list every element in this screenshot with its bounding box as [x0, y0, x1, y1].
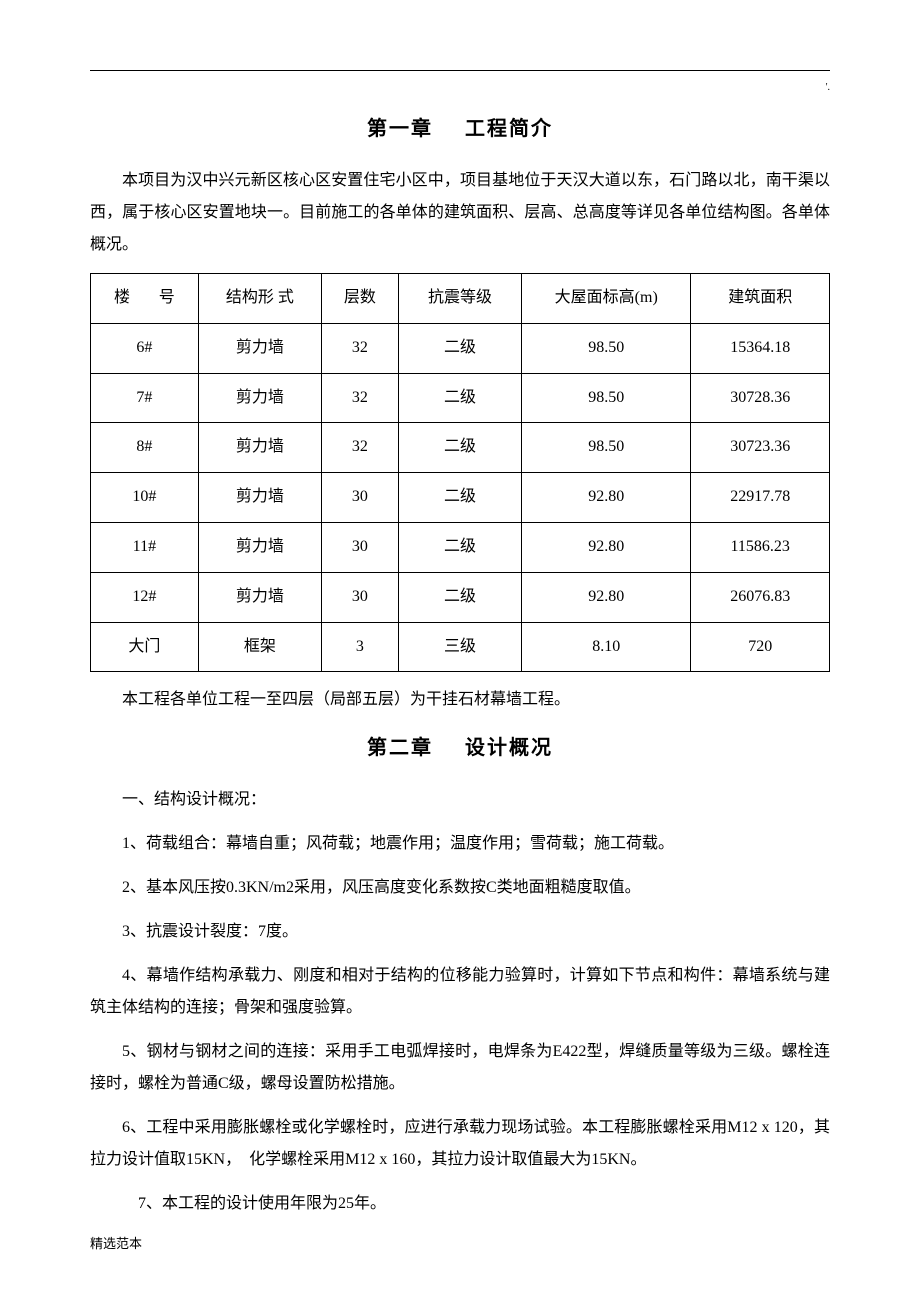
table-cell: 二级 [398, 423, 521, 473]
table-cell: 8# [91, 423, 199, 473]
table-cell: 11# [91, 522, 199, 572]
table-cell: 30 [321, 572, 398, 622]
th-structure-type: 结构形 式 [198, 274, 321, 324]
chapter-2-title: 第二章 设计概况 [90, 730, 830, 766]
table-cell: 98.50 [522, 373, 691, 423]
ch2-p7: 6、工程中采用膨胀螺栓或化学螺栓时，应进行承载力现场试验。本工程膨胀螺栓采用M1… [90, 1112, 830, 1176]
table-cell: 10# [91, 473, 199, 523]
header-mark: '. [90, 79, 830, 97]
chapter-1-title-right: 工程简介 [465, 118, 553, 140]
page-footer: 精选范本 [90, 1232, 830, 1255]
table-cell: 720 [691, 622, 830, 672]
table-cell: 15364.18 [691, 323, 830, 373]
chapter-1-title: 第一章 工程简介 [90, 111, 830, 147]
table-cell: 32 [321, 323, 398, 373]
table-cell: 92.80 [522, 572, 691, 622]
table-cell: 26076.83 [691, 572, 830, 622]
th-seismic-grade: 抗震等级 [398, 274, 521, 324]
table-row: 8#剪力墙32二级98.5030723.36 [91, 423, 830, 473]
table-cell: 30723.36 [691, 423, 830, 473]
th-floors: 层数 [321, 274, 398, 324]
ch2-p2: 1、荷载组合：幕墙自重；风荷载；地震作用；温度作用；雪荷载；施工荷载。 [90, 828, 830, 860]
table-cell: 二级 [398, 522, 521, 572]
table-cell: 98.50 [522, 323, 691, 373]
building-overview-table: 楼号 结构形 式 层数 抗震等级 大屋面标高(m) 建筑面积 6#剪力墙32二级… [90, 273, 830, 672]
ch2-p1: 一、结构设计概况： [90, 784, 830, 816]
table-cell: 6# [91, 323, 199, 373]
table-cell: 二级 [398, 572, 521, 622]
table-cell: 三级 [398, 622, 521, 672]
table-cell: 剪力墙 [198, 522, 321, 572]
table-cell: 7# [91, 373, 199, 423]
table-cell: 30 [321, 522, 398, 572]
table-cell: 11586.23 [691, 522, 830, 572]
table-cell: 30728.36 [691, 373, 830, 423]
table-cell: 剪力墙 [198, 323, 321, 373]
chapter-1-after-table: 本工程各单位工程一至四层（局部五层）为干挂石材幕墙工程。 [90, 684, 830, 716]
table-cell: 30 [321, 473, 398, 523]
ch2-p4: 3、抗震设计裂度：7度。 [90, 916, 830, 948]
table-cell: 剪力墙 [198, 572, 321, 622]
table-cell: 92.80 [522, 473, 691, 523]
table-cell: 二级 [398, 323, 521, 373]
chapter-2-title-left: 第二章 [367, 737, 433, 759]
th-building-number: 楼号 [91, 274, 199, 324]
chapter-1-intro: 本项目为汉中兴元新区核心区安置住宅小区中，项目基地位于天汉大道以东，石门路以北，… [90, 165, 830, 261]
table-header-row: 楼号 结构形 式 层数 抗震等级 大屋面标高(m) 建筑面积 [91, 274, 830, 324]
table-cell: 12# [91, 572, 199, 622]
ch2-p5: 4、幕墙作结构承载力、刚度和相对于结构的位移能力验算时，计算如下节点和构件：幕墙… [90, 960, 830, 1024]
chapter-2-title-right: 设计概况 [465, 737, 553, 759]
table-cell: 32 [321, 423, 398, 473]
table-cell: 剪力墙 [198, 423, 321, 473]
table-cell: 二级 [398, 373, 521, 423]
table-row: 11#剪力墙30二级92.8011586.23 [91, 522, 830, 572]
header-rule [90, 70, 830, 71]
table-cell: 92.80 [522, 522, 691, 572]
table-cell: 框架 [198, 622, 321, 672]
table-row: 10#剪力墙30二级92.8022917.78 [91, 473, 830, 523]
table-cell: 二级 [398, 473, 521, 523]
ch2-p6: 5、钢材与钢材之间的连接：采用手工电弧焊接时，电焊条为E422型，焊缝质量等级为… [90, 1036, 830, 1100]
ch2-p3: 2、基本风压按0.3KN/m2采用，风压高度变化系数按C类地面粗糙度取值。 [90, 872, 830, 904]
table-row: 6#剪力墙32二级98.5015364.18 [91, 323, 830, 373]
th-building-area: 建筑面积 [691, 274, 830, 324]
table-row: 大门框架3三级8.10720 [91, 622, 830, 672]
table-row: 7#剪力墙32二级98.5030728.36 [91, 373, 830, 423]
table-cell: 剪力墙 [198, 473, 321, 523]
table-cell: 22917.78 [691, 473, 830, 523]
th-roof-height: 大屋面标高(m) [522, 274, 691, 324]
ch2-p8: 7、本工程的设计使用年限为25年。 [90, 1188, 830, 1220]
table-cell: 剪力墙 [198, 373, 321, 423]
table-row: 12#剪力墙30二级92.8026076.83 [91, 572, 830, 622]
table-cell: 32 [321, 373, 398, 423]
table-cell: 8.10 [522, 622, 691, 672]
table-cell: 98.50 [522, 423, 691, 473]
table-cell: 3 [321, 622, 398, 672]
chapter-1-title-left: 第一章 [367, 118, 433, 140]
table-cell: 大门 [91, 622, 199, 672]
